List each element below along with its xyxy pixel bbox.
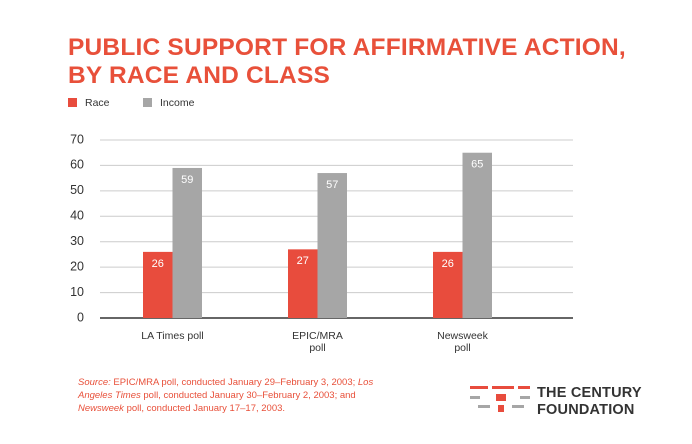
bar [143,251,173,318]
value-label: 59 [181,174,193,186]
bar [462,152,492,318]
y-tick-label: 60 [70,158,84,172]
bar [172,167,202,318]
y-tick-label: 50 [70,183,84,197]
y-tick-label: 20 [70,259,84,273]
value-label: 65 [471,159,483,171]
source-text: Los Angeles Times [78,377,374,401]
logo-icon [470,386,530,412]
source-note: Source: EPIC/MRA poll, conducted January… [78,376,396,415]
value-label: 26 [442,258,454,270]
legend-label: Race [85,97,110,109]
source-text: Source: [78,377,111,388]
source-text: poll, conducted January 17–17, 2003. [123,403,286,414]
logo-text: THE CENTURY [537,385,642,401]
bar [288,249,318,318]
y-tick-label: 0 [77,310,84,324]
source-text: poll, conducted January 30–February 2, 2… [140,390,356,401]
legend-swatch [143,98,152,107]
bar [433,251,463,318]
source-text: Newsweek [78,403,124,414]
value-label: 26 [152,258,164,270]
source-text: EPIC/MRA poll, conducted January 29–Febr… [110,377,358,388]
x-tick-label: LA Times poll [141,330,204,342]
x-tick-label: EPIC/MRA poll [292,330,343,354]
y-tick-label: 70 [70,132,84,146]
value-label: 57 [326,179,338,191]
logo-text: FOUNDATION [537,402,635,418]
legend-label: Income [160,97,195,109]
y-tick-label: 30 [70,234,84,248]
bar [317,173,347,318]
value-label: 27 [297,255,309,267]
chart-title: PUBLIC SUPPORT FOR AFFIRMATIVE ACTION, B… [68,34,626,89]
x-tick-label: Newsweek poll [437,330,488,354]
y-tick-label: 10 [70,285,84,299]
legend-swatch [68,98,77,107]
y-tick-label: 40 [70,209,84,223]
logo: THE CENTURY FOUNDATION [537,385,642,419]
